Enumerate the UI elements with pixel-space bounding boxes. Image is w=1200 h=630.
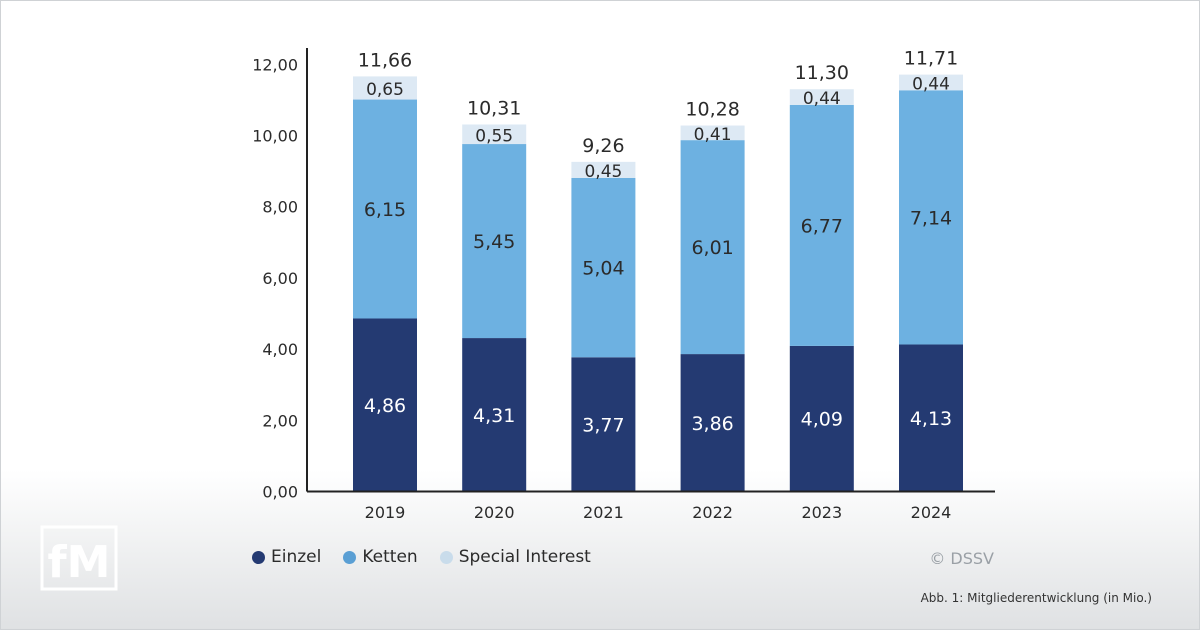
x-tick-label: 2024 [911,503,952,522]
y-tick-label: 0,00 [262,483,298,502]
legend-label-special-interest: Special Interest [458,547,591,567]
bar-segment-ketten [789,104,854,346]
bar-segment-ketten [680,140,745,355]
bar-segment-special-interest [789,89,854,105]
data-label-ketten: 5,04 [582,258,624,280]
data-label-einzel: 3,77 [582,414,624,436]
x-tick-label: 2022 [692,503,733,522]
y-tick-label: 6,00 [262,269,298,288]
total-label: 11,71 [904,48,958,70]
figure-caption: Abb. 1: Mitgliederentwicklung (in Mio.) [920,591,1152,605]
bar-segment-special-interest [899,74,963,91]
bar-segment-einzel [680,354,745,492]
data-label-ketten: 6,01 [691,237,733,259]
x-tick-label: 2019 [365,503,406,522]
data-label-ketten: 6,15 [364,199,406,221]
data-label-einzel: 4,86 [364,395,406,417]
data-label-ketten: 6,77 [801,215,843,237]
bar-segment-einzel [462,338,527,492]
data-label-special-interest: 0,44 [803,89,841,109]
total-label: 11,30 [795,62,849,84]
fm-logo-text: fM [48,537,111,588]
copyright-notice: © DSSV [929,549,994,568]
legend-item-einzel: Einzel [252,547,321,567]
legend-item-ketten: Ketten [343,547,418,567]
y-tick-label: 8,00 [262,198,298,217]
total-label: 11,66 [358,49,412,71]
total-label: 10,31 [467,97,521,119]
total-label: 10,28 [685,99,739,121]
data-label-special-interest: 0,41 [694,125,732,145]
data-label-special-interest: 0,65 [366,80,404,100]
data-label-einzel: 4,13 [910,408,952,430]
total-label: 9,26 [582,135,624,157]
legend-dot-special-interest [439,550,453,564]
x-tick-label: 2023 [801,503,842,522]
data-label-einzel: 4,09 [801,409,843,431]
bar-segment-special-interest [353,76,417,100]
bar-segment-ketten [462,144,527,339]
y-tick-label: 12,00 [252,55,298,74]
chart-legend: Einzel Ketten Special Interest [252,547,591,567]
data-label-special-interest: 0,44 [912,74,950,94]
bar-segment-einzel [571,357,636,492]
bar-segment-einzel [899,344,963,492]
bar-segment-einzel [353,318,417,492]
legend-dot-einzel [252,550,265,564]
data-label-ketten: 5,45 [473,231,515,253]
fm-logo: fM [40,525,118,591]
bar-segment-einzel [789,345,854,492]
bar-segment-ketten [353,99,417,319]
legend-label-ketten: Ketten [362,547,418,567]
x-tick-label: 2021 [583,503,624,522]
bar-segment-ketten [899,90,963,345]
data-label-einzel: 4,31 [473,405,515,427]
legend-label-einzel: Einzel [271,547,322,567]
data-label-ketten: 7,14 [910,207,952,229]
data-label-special-interest: 0,55 [475,126,513,146]
x-tick-label: 2020 [474,503,515,522]
legend-item-special-interest: Special Interest [439,547,591,567]
bar-segment-special-interest [571,161,636,178]
y-tick-label: 4,00 [262,340,298,359]
bar-segment-special-interest [680,125,745,141]
y-tick-label: 2,00 [262,411,298,430]
data-label-einzel: 3,86 [691,413,733,435]
bar-segment-ketten [571,177,636,358]
data-label-special-interest: 0,45 [584,162,622,182]
y-tick-label: 10,00 [252,127,298,146]
bar-segment-special-interest [462,124,527,145]
legend-dot-ketten [343,550,357,564]
